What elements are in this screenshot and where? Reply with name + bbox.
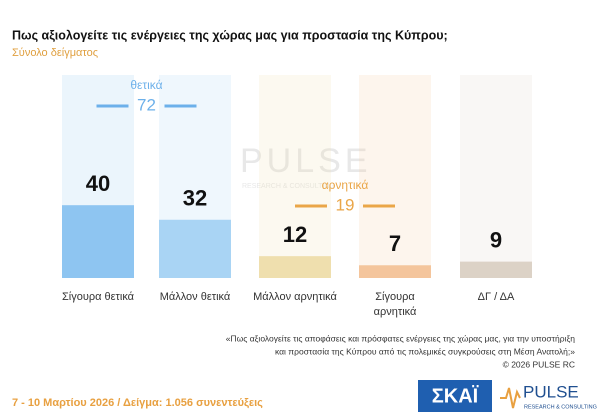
watermark-sub: RESEARCH & CONSULTING (242, 183, 335, 190)
footer: 7 - 10 Μαρτίου 2026 / Δείγμα: 1.056 συνε… (12, 397, 263, 409)
note-line: «Πως αξιολογείτε τις αποφάσεις και πρόσφ… (226, 333, 576, 343)
value-label: 12 (283, 222, 307, 247)
logo-pulse-icon (500, 387, 521, 409)
bar (259, 256, 331, 278)
category-label: Μάλλον θετικά (159, 291, 231, 303)
chart-title: Πως αξιολογείτε τις ενέργειες της χώρας … (12, 28, 448, 42)
column-bg (460, 75, 532, 278)
value-label: 40 (86, 171, 110, 196)
group-value: 72 (137, 95, 156, 114)
note-line: και προστασία της Κύπρου από τις πολεμικ… (275, 346, 575, 356)
category-label: Μάλλον αρνητικά (253, 291, 337, 303)
group-label: αρνητικά (322, 178, 369, 192)
column-bg (359, 75, 431, 278)
bar (159, 219, 231, 278)
logo-skai-box (418, 380, 492, 412)
group-label: θετικά (130, 78, 162, 92)
column-bg (259, 75, 331, 278)
bar (460, 261, 532, 278)
category-label: Σίγουρα αρνητικά (373, 291, 417, 318)
bar (62, 205, 134, 278)
value-label: 7 (389, 231, 401, 256)
category-label: Σίγουρα θετικά (61, 291, 135, 303)
group-value: 19 (336, 195, 355, 214)
bar (359, 265, 431, 278)
logo-skai: ΣΚΑΪ (432, 384, 479, 407)
copyright: © 2026 PULSE RC (503, 359, 575, 369)
logo-pulse: PULSE (523, 382, 579, 401)
value-label: 9 (490, 227, 502, 252)
logo-pulse-sub: RESEARCH & CONSULTING (524, 404, 597, 410)
watermark: PULSE (240, 142, 372, 180)
chart-subtitle: Σύνολο δείγματος (12, 47, 98, 59)
category-label: ΔΓ / ΔΑ (477, 291, 515, 303)
value-label: 32 (183, 186, 207, 211)
